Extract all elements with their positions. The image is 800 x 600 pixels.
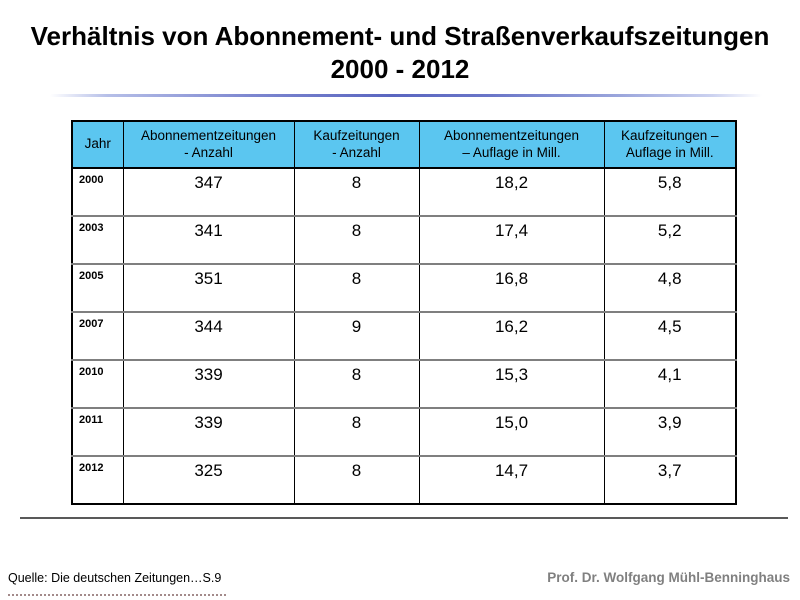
title-line-2: 2000 - 2012	[330, 53, 470, 84]
value-cell: 9	[293, 311, 420, 360]
col-header-kaufzeitungen-auflage: Kaufzeitungen – Auflage in Mill.	[603, 120, 737, 169]
table-row: 2012 325 8 14,7 3,7	[71, 455, 737, 504]
year-cell: 2003	[71, 215, 124, 264]
author-credit: Prof. Dr. Wolfgang Mühl-Benninghaus	[547, 570, 790, 585]
year-cell: 2010	[71, 359, 124, 408]
value-cell: 339	[122, 359, 295, 408]
value-cell: 339	[122, 407, 295, 456]
value-cell: 344	[122, 311, 295, 360]
value-cell: 351	[122, 263, 295, 312]
source-note: Quelle: Die deutschen Zeitungen…S.9	[8, 571, 222, 585]
year-cell: 2000	[71, 167, 124, 216]
title-divider	[50, 94, 762, 97]
table-row: 2007 344 9 16,2 4,5	[71, 311, 737, 360]
table-row: 2010 339 8 15,3 4,1	[71, 359, 737, 408]
value-cell: 4,5	[603, 311, 737, 360]
value-cell: 15,3	[418, 359, 605, 408]
value-cell: 15,0	[418, 407, 605, 456]
value-cell: 18,2	[418, 167, 605, 216]
table-row: 2003 341 8 17,4 5,2	[71, 215, 737, 264]
year-cell: 2007	[71, 311, 124, 360]
value-cell: 14,7	[418, 455, 605, 504]
col-header-kaufzeitungen-anzahl: Kaufzeitungen - Anzahl	[293, 120, 420, 169]
value-cell: 347	[122, 167, 295, 216]
value-cell: 341	[122, 215, 295, 264]
year-cell: 2012	[71, 455, 124, 504]
bottom-divider	[20, 517, 788, 519]
col-header-abozeitungen-anzahl: Abonnementzeitungen - Anzahl	[122, 120, 295, 169]
value-cell: 8	[293, 407, 420, 456]
col-header-jahr: Jahr	[71, 120, 124, 169]
value-cell: 8	[293, 359, 420, 408]
value-cell: 17,4	[418, 215, 605, 264]
value-cell: 16,2	[418, 311, 605, 360]
value-cell: 325	[122, 455, 295, 504]
value-cell: 4,1	[603, 359, 737, 408]
table-row: 2005 351 8 16,8 4,8	[71, 263, 737, 312]
year-cell: 2005	[71, 263, 124, 312]
value-cell: 8	[293, 263, 420, 312]
value-cell: 5,2	[603, 215, 737, 264]
value-cell: 8	[293, 167, 420, 216]
value-cell: 8	[293, 455, 420, 504]
table-header-row: Jahr Abonnementzeitungen - Anzahl Kaufze…	[71, 120, 737, 169]
spellcheck-underline	[8, 594, 226, 596]
newspaper-data-table: Jahr Abonnementzeitungen - Anzahl Kaufze…	[71, 120, 737, 505]
table-row: 2011 339 8 15,0 3,9	[71, 407, 737, 456]
value-cell: 3,9	[603, 407, 737, 456]
slide-title: Verhältnis von Abonnement- und Straßenve…	[0, 20, 800, 85]
value-cell: 4,8	[603, 263, 737, 312]
col-header-abozeitungen-auflage: Abonnementzeitungen – Auflage in Mill.	[418, 120, 605, 169]
title-line-1: Verhältnis von Abonnement- und Straßenve…	[30, 21, 770, 51]
year-cell: 2011	[71, 407, 124, 456]
value-cell: 3,7	[603, 455, 737, 504]
value-cell: 8	[293, 215, 420, 264]
table-row: 2000 347 8 18,2 5,8	[71, 167, 737, 216]
value-cell: 5,8	[603, 167, 737, 216]
value-cell: 16,8	[418, 263, 605, 312]
